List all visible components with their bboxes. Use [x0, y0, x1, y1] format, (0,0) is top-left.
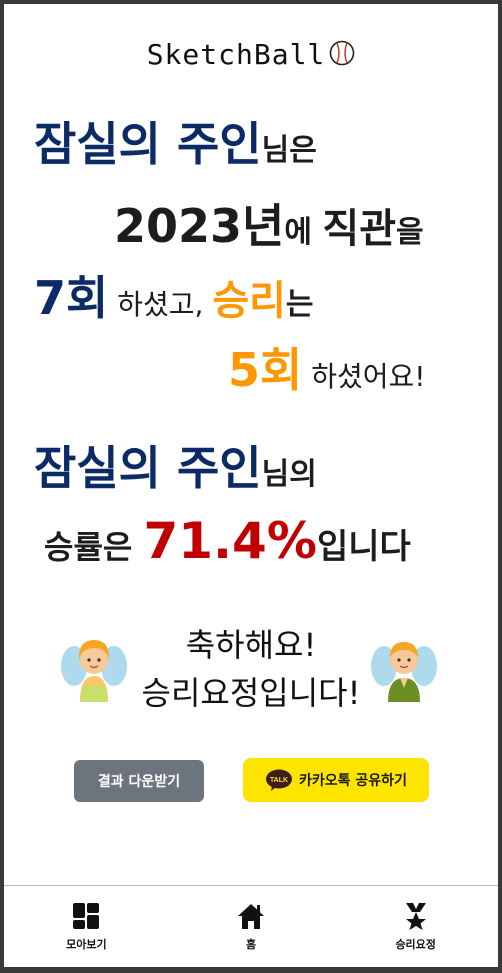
app-screen: SketchBall 잠실의 주인님은 2023년에 직관을 7회 하셨고, 승…: [4, 4, 498, 967]
logo-text: SketchBall: [146, 38, 326, 71]
user-name: 잠실의 주인: [34, 117, 262, 171]
download-result-button[interactable]: 결과 다운받기: [74, 760, 204, 802]
result-line-2: 2023년에 직관을: [114, 190, 424, 256]
nav-label: 홈: [245, 937, 257, 951]
fairy-icon: [61, 640, 127, 702]
watch-word: 직관: [322, 206, 397, 252]
win-rate-label: 승률은: [44, 528, 144, 566]
particle-text: 을: [396, 215, 424, 250]
honorific-text: 님의: [261, 457, 317, 492]
user-name: 잠실의 주인: [34, 441, 262, 495]
win-count: 5회: [228, 343, 303, 397]
fairy-icon: [371, 642, 437, 702]
kakao-share-button[interactable]: TALK 카카오톡 공유하기: [243, 758, 429, 802]
congrats-line-2: 승리요정입니다!: [141, 674, 361, 712]
app-logo[interactable]: SketchBall: [4, 38, 498, 71]
particle-text: 는: [285, 287, 314, 322]
connector-text: 에: [284, 215, 323, 250]
trophy-star-icon: [405, 902, 426, 930]
win-word: 승리: [212, 278, 286, 324]
closing-text: 하셨어요!: [302, 360, 426, 393]
honorific-text: 님은: [261, 133, 317, 168]
kakao-share-label: 카카오톡 공유하기: [299, 773, 407, 789]
result-line-1: 잠실의 주인님은: [34, 108, 317, 174]
watch-count: 7회: [34, 271, 109, 325]
nav-item-home[interactable]: 홈: [169, 886, 334, 967]
kakao-badge-text: TALK: [270, 777, 288, 784]
win-rate-value: 71.4%: [143, 512, 317, 570]
result-line-5: 잠실의 주인님의: [34, 432, 317, 498]
congrats-line-1: 축하해요!: [185, 626, 317, 664]
kakao-talk-icon: TALK: [266, 769, 293, 791]
result-line-4: 5회 하셨어요!: [228, 334, 426, 400]
nav-label: 모아보기: [66, 937, 107, 951]
season-year: 2023년: [114, 199, 285, 253]
closing-text: 입니다: [316, 527, 411, 567]
home-icon: [238, 903, 264, 929]
bottom-nav: 모아보기 홈 승리요정: [4, 885, 498, 967]
nav-item-win-fairy[interactable]: 승리요정: [333, 886, 498, 967]
nav-item-collection[interactable]: 모아보기: [4, 886, 169, 967]
baseball-icon: [329, 40, 355, 66]
nav-label: 승리요정: [395, 937, 436, 951]
result-line-6: 승률은 71.4%입니다: [44, 512, 411, 570]
grid-icon: [73, 902, 100, 929]
result-line-3: 7회 하셨고, 승리는: [34, 262, 314, 328]
connector-text: 하셨고,: [108, 288, 213, 321]
